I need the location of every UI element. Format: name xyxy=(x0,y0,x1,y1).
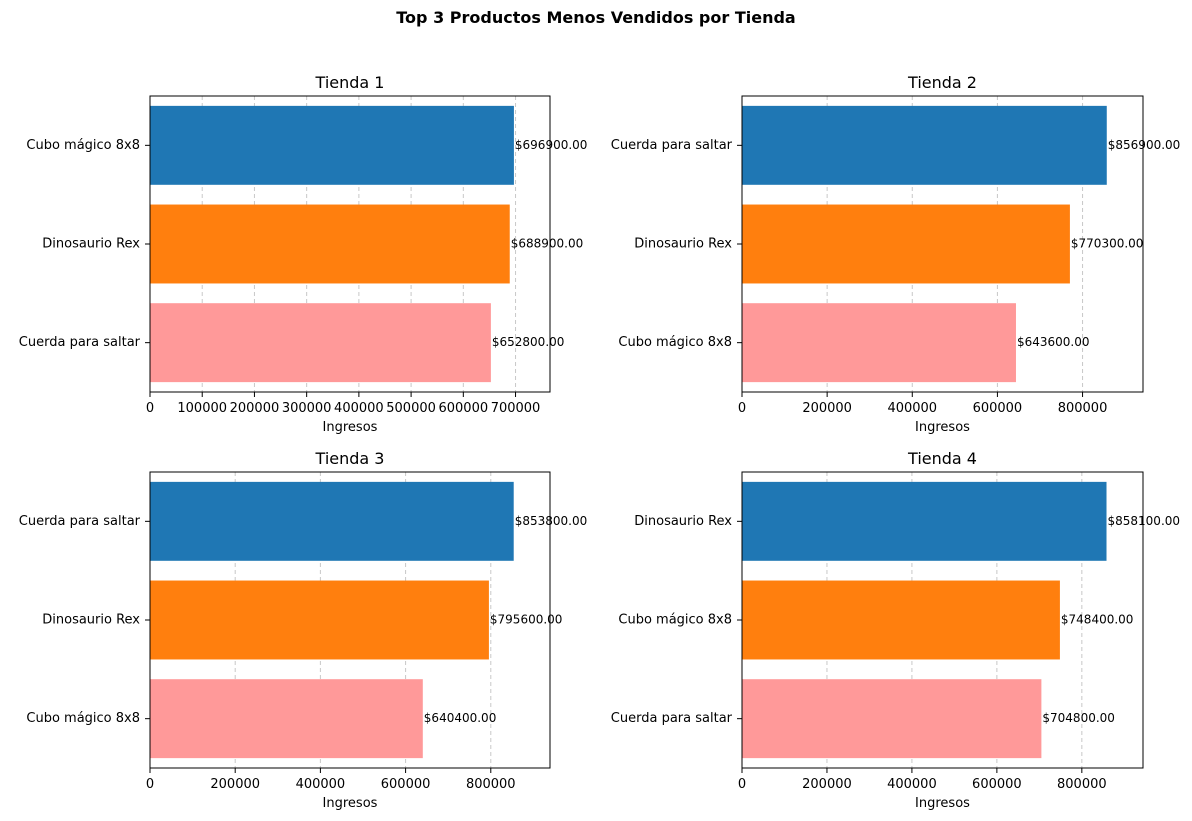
x-axis-label: Ingresos xyxy=(915,796,970,811)
bar-value-label: $640400.00 xyxy=(424,711,497,725)
y-tick-label: Dinosaurio Rex xyxy=(42,237,140,252)
bar-value-label: $652800.00 xyxy=(492,335,565,349)
x-tick-label: 0 xyxy=(738,401,746,416)
x-tick-label: 100000 xyxy=(177,401,227,416)
bar-value-label: $853800.00 xyxy=(515,514,588,528)
x-tick-label: 0 xyxy=(738,777,746,792)
bar-value-label: $858100.00 xyxy=(1108,514,1181,528)
bar xyxy=(150,105,514,185)
bar xyxy=(150,303,491,383)
x-tick-label: 500000 xyxy=(386,401,436,416)
x-tick-label: 0 xyxy=(146,401,154,416)
y-tick-label: Dinosaurio Rex xyxy=(42,613,140,628)
axes-frame xyxy=(149,95,551,393)
bar xyxy=(742,303,1016,383)
bar xyxy=(150,580,489,660)
bar-value-label: $696900.00 xyxy=(515,138,588,152)
x-tick-label: 300000 xyxy=(282,401,332,416)
bar xyxy=(742,679,1042,759)
y-tick-label: Cubo mágico 8x8 xyxy=(618,613,732,628)
axes-frame xyxy=(741,95,1144,393)
bar-value-label: $748400.00 xyxy=(1061,613,1134,627)
bar xyxy=(742,481,1107,561)
x-tick-label: 800000 xyxy=(466,777,516,792)
x-tick-label: 600000 xyxy=(438,401,488,416)
x-axis-label: Ingresos xyxy=(915,420,970,435)
axes-frame xyxy=(149,471,551,769)
bar xyxy=(150,679,423,759)
subplot-title: Tienda 3 xyxy=(315,449,385,468)
x-tick-label: 0 xyxy=(146,777,154,792)
y-tick-label: Cuerda para saltar xyxy=(19,335,141,350)
y-tick-label: Cuerda para saltar xyxy=(611,711,733,726)
subplot-2: $856900.00 Cuerda para saltar $770300.00 Di… xyxy=(611,73,1181,435)
axes-frame xyxy=(741,471,1144,769)
bar xyxy=(150,204,510,284)
bar xyxy=(742,580,1060,660)
subplot-title: Tienda 1 xyxy=(315,73,385,92)
y-tick-label: Dinosaurio Rex xyxy=(634,514,732,529)
x-axis-label: Ingresos xyxy=(323,420,378,435)
bar xyxy=(742,105,1107,185)
x-tick-label: 400000 xyxy=(296,777,346,792)
bar-value-label: $795600.00 xyxy=(490,613,563,627)
y-tick-label: Cuerda para saltar xyxy=(611,138,733,153)
y-tick-label: Dinosaurio Rex xyxy=(634,237,732,252)
bar-value-label: $704800.00 xyxy=(1042,711,1115,725)
x-tick-label: 600000 xyxy=(972,777,1022,792)
x-tick-label: 200000 xyxy=(210,777,260,792)
bar-value-label: $856900.00 xyxy=(1108,138,1181,152)
bar-value-label: $770300.00 xyxy=(1071,237,1144,251)
y-tick-label: Cubo mágico 8x8 xyxy=(618,335,732,350)
x-tick-label: 800000 xyxy=(1057,777,1107,792)
y-tick-label: Cubo mágico 8x8 xyxy=(26,711,140,726)
subplot-4: $858100.00 Dinosaurio Rex $748400.00 Cubo m… xyxy=(611,449,1180,811)
bar-value-label: $688900.00 xyxy=(511,237,584,251)
bar xyxy=(150,481,514,561)
x-tick-label: 200000 xyxy=(802,777,852,792)
subplot-title: Tienda 2 xyxy=(907,73,977,92)
bar xyxy=(742,204,1070,284)
y-tick-label: Cubo mágico 8x8 xyxy=(26,138,140,153)
x-tick-label: 600000 xyxy=(381,777,431,792)
x-axis-label: Ingresos xyxy=(323,796,378,811)
x-tick-label: 700000 xyxy=(491,401,541,416)
x-tick-label: 200000 xyxy=(230,401,280,416)
subplot-3: $853800.00 Cuerda para saltar $795600.00 Di… xyxy=(19,449,587,811)
y-tick-label: Cuerda para saltar xyxy=(19,514,141,529)
x-tick-label: 400000 xyxy=(887,401,937,416)
subplot-title: Tienda 4 xyxy=(907,449,977,468)
figure-title: Top 3 Productos Menos Vendidos por Tiend… xyxy=(396,8,796,27)
x-tick-label: 400000 xyxy=(334,401,384,416)
bar-value-label: $643600.00 xyxy=(1017,335,1090,349)
subplot-1: $696900.00 Cubo mágico 8x8 $688900.00 Dinos… xyxy=(19,73,588,435)
x-tick-label: 200000 xyxy=(802,401,852,416)
x-tick-label: 600000 xyxy=(973,401,1023,416)
x-tick-label: 400000 xyxy=(887,777,937,792)
x-tick-label: 800000 xyxy=(1058,401,1108,416)
